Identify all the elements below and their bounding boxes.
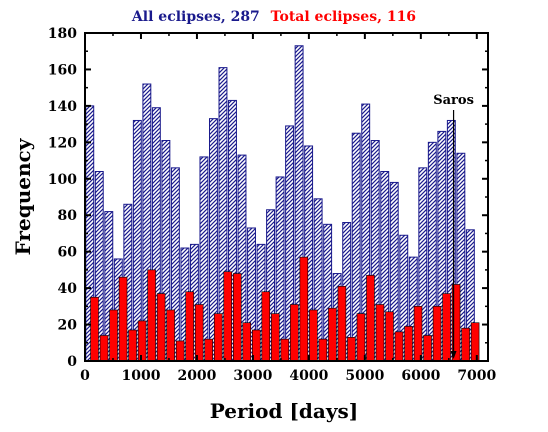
x-axis-title: Period [days] (210, 399, 358, 423)
y-tick-label: 180 (48, 26, 77, 42)
bar-total-eclipses (328, 307, 337, 362)
bar-total-eclipses (461, 327, 470, 362)
bar-total-eclipses (118, 276, 128, 362)
y-tick-label: 140 (48, 99, 77, 115)
x-tick-label: 1000 (121, 368, 160, 384)
bar-total-eclipses (137, 320, 147, 362)
saros-annotation-label: Saros (433, 93, 474, 108)
bar-total-eclipses (375, 304, 385, 362)
bar-total-eclipses (128, 329, 137, 362)
bar-total-eclipses (318, 338, 328, 362)
y-axis-title: Frequency (11, 137, 35, 255)
y-tick-label: 0 (67, 354, 77, 370)
bar-total-eclipses (442, 293, 451, 362)
y-tick-label: 20 (58, 318, 78, 334)
y-tick-label: 40 (58, 281, 78, 297)
bar-total-eclipses (213, 313, 223, 362)
bar-total-eclipses (309, 309, 318, 362)
bar-total-eclipses (261, 291, 271, 362)
bar-total-eclipses (156, 293, 166, 362)
bar-total-eclipses (432, 306, 442, 362)
y-tick-label: 160 (48, 62, 77, 78)
bar-total-eclipses (90, 296, 99, 362)
bar-total-eclipses (194, 304, 204, 362)
bar-total-eclipses (413, 306, 423, 362)
x-tick-label: 6000 (401, 368, 440, 384)
bar-total-eclipses (223, 271, 232, 362)
bar-total-eclipses (347, 337, 356, 362)
bar-total-eclipses (147, 269, 156, 362)
title-total-eclipses: Total eclipses, 116 (271, 9, 416, 25)
bar-total-eclipses (394, 331, 404, 362)
bar-total-eclipses (337, 285, 347, 362)
x-tick-label: 2000 (177, 368, 216, 384)
bar-total-eclipses (232, 273, 242, 362)
bar-total-eclipses (242, 322, 252, 362)
bar-total-eclipses (356, 313, 366, 362)
saros-arrow-head (450, 351, 457, 359)
y-tick-label: 80 (58, 208, 78, 224)
bar-total-eclipses (109, 309, 118, 362)
chart-title: All eclipses, 287 Total eclipses, 116 (131, 9, 416, 25)
bar-total-eclipses (385, 311, 394, 362)
bar-total-eclipses (423, 335, 432, 362)
bar-total-eclipses (204, 338, 213, 362)
y-tick-label: 100 (48, 172, 77, 188)
x-tick-label: 5000 (345, 368, 384, 384)
bar-total-eclipses (299, 256, 309, 362)
bar-total-eclipses (470, 322, 480, 362)
bar-total-eclipses (99, 335, 109, 362)
bar-total-eclipses (404, 326, 413, 362)
bar-total-eclipses (185, 291, 194, 362)
title-all-eclipses: All eclipses, 287 (131, 9, 260, 25)
y-tick-label: 60 (58, 245, 78, 261)
bar-total-eclipses (280, 338, 290, 362)
y-tick-label: 120 (48, 135, 77, 151)
x-tick-label: 0 (80, 368, 90, 384)
x-tick-label: 4000 (289, 368, 328, 384)
x-tick-label: 7000 (457, 368, 496, 384)
bar-total-eclipses (366, 275, 375, 362)
bar-total-eclipses (175, 340, 185, 362)
bar-total-eclipses (271, 313, 280, 362)
bar-total-eclipses (290, 304, 299, 362)
bar-total-eclipses (166, 309, 175, 362)
x-tick-label: 3000 (233, 368, 272, 384)
